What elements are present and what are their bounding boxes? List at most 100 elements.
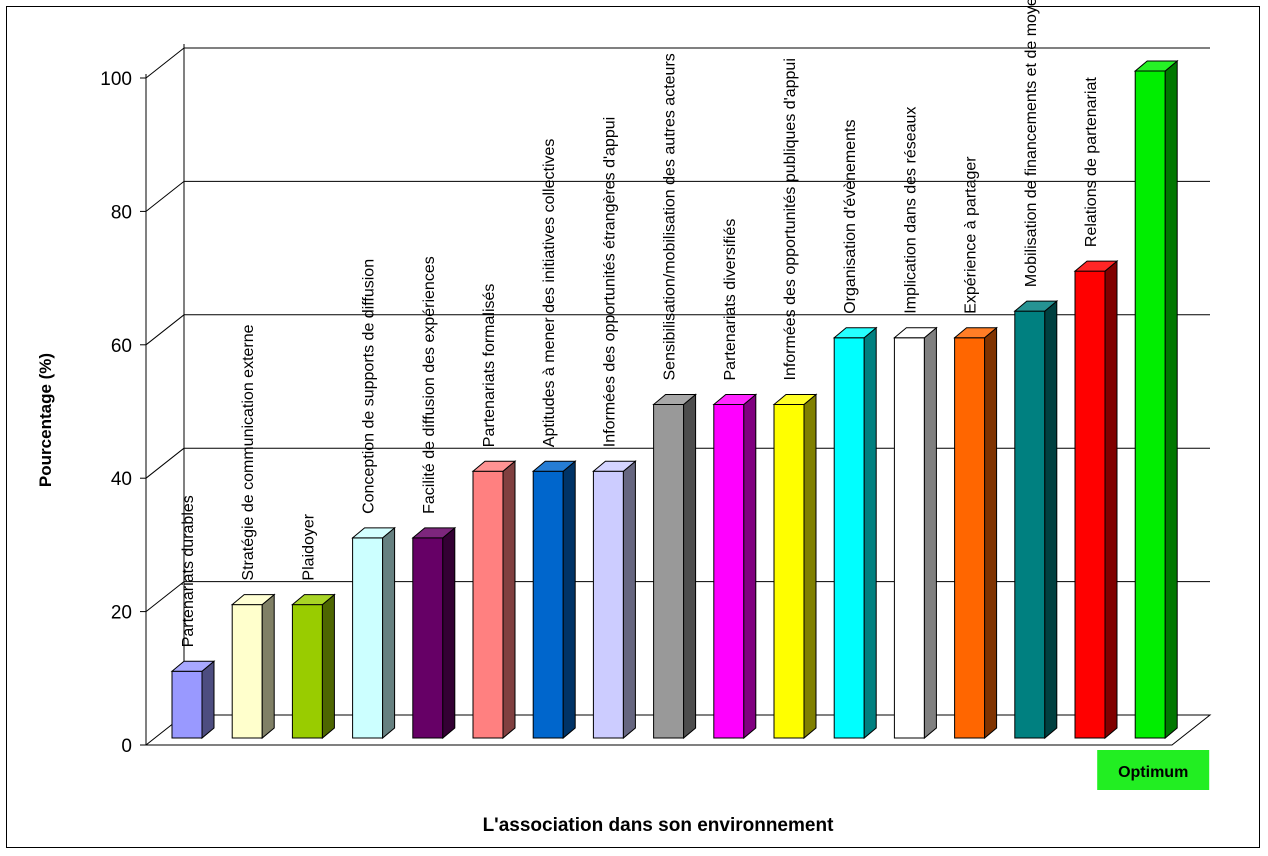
bar-side	[863, 326, 877, 740]
bar-label: Partenariats durables	[180, 495, 197, 647]
bar	[471, 460, 517, 740]
bar-front	[713, 404, 745, 739]
bar-front	[1074, 270, 1106, 739]
bar-label: Partenariats diversifiés	[722, 219, 739, 381]
bar	[411, 526, 457, 740]
bar-side	[984, 326, 998, 740]
bar-top	[1013, 300, 1059, 312]
bar-side	[562, 460, 576, 740]
gridline-depth	[145, 581, 185, 612]
bar	[592, 460, 637, 740]
optimum-label-text: Optimum	[1118, 764, 1188, 781]
bar-top	[652, 394, 697, 405]
bar-side	[261, 593, 275, 740]
bar-label: Informées des opportunités publiques d'a…	[782, 58, 799, 380]
bar-side	[1164, 59, 1178, 740]
bar-side	[622, 460, 636, 740]
optimum-label-bg	[1097, 750, 1210, 790]
bar-front	[1134, 70, 1166, 739]
bar-front	[412, 537, 444, 739]
y-axis-label: Pourcentage (%)	[36, 353, 55, 487]
bar-top	[351, 527, 396, 539]
bar-label: Conception de supports de diffusion	[361, 259, 378, 514]
bar	[893, 326, 938, 740]
optimum-label: Optimum	[1097, 750, 1210, 790]
bar-top	[772, 394, 818, 405]
bar	[772, 393, 818, 740]
bar-side	[923, 326, 937, 740]
bar-front	[833, 337, 865, 739]
gridline-depth	[145, 47, 185, 79]
bar	[712, 393, 758, 740]
gridline-depth	[145, 447, 185, 479]
bar-side	[442, 526, 456, 740]
bar-side	[683, 393, 697, 740]
bar	[230, 593, 276, 740]
y-tick-label: 20	[111, 603, 132, 624]
bar-top	[953, 327, 998, 339]
bar-side	[1104, 260, 1118, 740]
bar-top	[832, 327, 878, 339]
bar-top	[291, 594, 336, 606]
bar-top	[170, 660, 216, 672]
bar-top	[893, 327, 938, 339]
bar-label: Informées des opportunités étrangères d'…	[601, 117, 618, 447]
bar-side	[382, 526, 396, 740]
bar-side	[201, 660, 215, 740]
bar-front	[592, 470, 624, 739]
bar-label: Relations de partenariat	[1083, 77, 1100, 247]
bar-label: Facilité de diffusion des expériences	[421, 256, 438, 514]
bar	[531, 460, 577, 740]
bar-front	[171, 670, 203, 739]
y-tick-label: 60	[111, 336, 132, 357]
y-tick-label: 100	[100, 69, 132, 90]
bar-front	[472, 470, 504, 739]
bar-top	[712, 394, 758, 405]
y-tick-label: 80	[111, 202, 132, 223]
x-axis-label: L'association dans son environnement	[483, 815, 834, 836]
bar	[652, 393, 697, 740]
bar-top	[1133, 60, 1179, 72]
bar-front	[653, 404, 685, 739]
bar-side	[803, 393, 817, 740]
bar-front	[231, 604, 263, 739]
bar-label: Organisation d'évènements	[842, 120, 859, 314]
bar-label: Mobilisation de financements et de moyen…	[1023, 0, 1040, 287]
bar-front	[773, 404, 805, 739]
bar-top	[592, 460, 637, 472]
bar-label: Stratégie de communication externe	[240, 324, 257, 580]
gridline-depth	[145, 181, 185, 212]
bars	[170, 59, 1179, 740]
bar-side	[502, 460, 516, 740]
y-tick-label: 0	[121, 736, 132, 757]
bar-label: Expérience à partager	[963, 156, 980, 314]
bar-top	[471, 460, 517, 472]
y-tick-label: 40	[111, 469, 132, 490]
bar-label: Aptitudes à mener des initiatives collec…	[541, 139, 558, 448]
bar	[170, 660, 216, 740]
bar-side	[321, 593, 335, 740]
bar-top	[411, 527, 457, 539]
bar-side	[743, 393, 757, 740]
bar	[953, 326, 998, 740]
bar	[291, 593, 336, 740]
bar	[351, 526, 396, 740]
bar-label: Partenariats formalisés	[481, 284, 498, 448]
bar-front	[532, 470, 564, 739]
bar-labels: Partenariats durables Stratégie de commun…	[180, 0, 1210, 790]
y-axis-ticks: 0 20 40 60 80 100	[100, 69, 146, 757]
bar-side	[1044, 300, 1058, 740]
bar-front	[352, 537, 384, 739]
bar	[1133, 59, 1179, 740]
bar-label: Implication dans des réseaux	[902, 107, 919, 314]
bar-label: Plaidoyer	[300, 513, 317, 580]
bar-top	[230, 594, 276, 606]
bar-front	[1014, 310, 1046, 739]
bar-top	[1073, 260, 1119, 272]
bar	[1013, 300, 1059, 740]
bar-label: Sensibilisation/mobilisation des autres …	[662, 53, 679, 380]
bar-top	[531, 460, 577, 472]
bar-front	[893, 337, 925, 739]
bar-front	[291, 604, 323, 739]
